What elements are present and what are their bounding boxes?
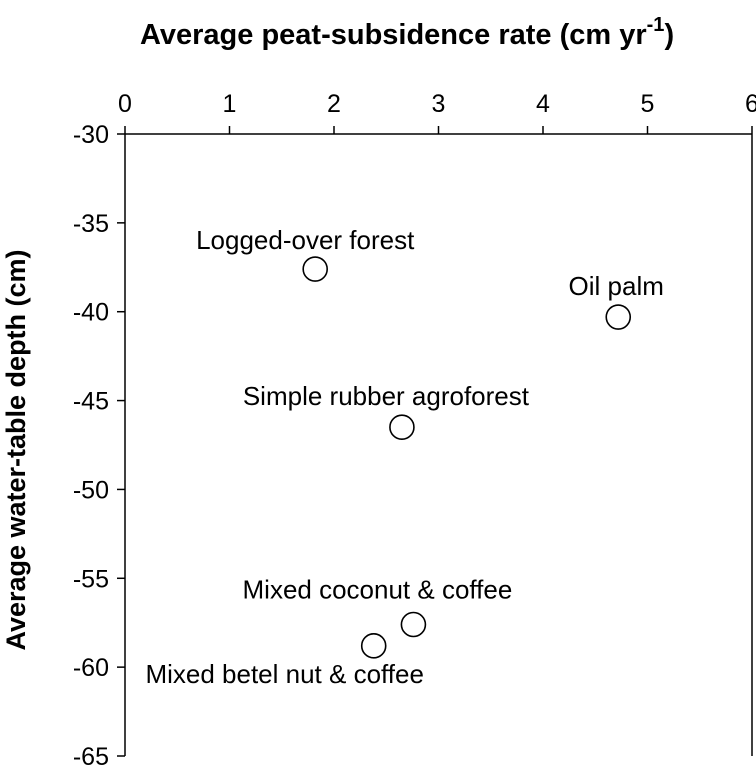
y-tick-label: -60 [73,654,109,682]
y-axis-title: Average water-table depth (cm) [1,249,31,650]
x-axis-title: Average peat-subsidence rate (cm yr-1) [140,14,674,51]
data-points [302,256,632,659]
data-point [400,611,427,638]
y-tick-label: -55 [73,565,109,593]
data-point [360,633,387,659]
x-tick-label: 1 [223,90,237,118]
y-tick-label: -65 [73,743,109,768]
data-point-label: Oil palm [569,271,664,301]
data-point-label: Mixed coconut & coffee [243,574,513,604]
y-axis-ticks: -30 -35 -40 -45 -50 -55 -60 -65 [73,121,125,768]
data-point-label: Simple rubber agroforest [243,381,530,411]
x-tick-label: 4 [536,90,550,118]
data-point [302,256,328,282]
x-tick-label: 3 [432,90,446,118]
x-tick-label: 2 [327,90,341,118]
data-point-label: Mixed betel nut & coffee [145,659,423,689]
y-tick-label: -30 [73,121,109,149]
x-tick-label: 5 [641,90,655,118]
data-point-label: Logged-over forest [196,225,415,255]
x-axis-ticks: 0 1 2 3 4 5 6 [118,90,756,134]
data-point [605,304,632,330]
x-axis-title-text: Average peat-subsidence rate (cm yr-1) [140,14,674,51]
y-tick-label: -50 [73,476,109,504]
data-point [389,414,415,441]
y-tick-label: -45 [73,388,109,416]
data-labels: Logged-over forest Oil palm Simple rubber … [145,225,663,689]
y-tick-label: -35 [73,210,109,238]
y-tick-label: -40 [73,299,109,327]
x-tick-label: 6 [745,90,756,118]
x-tick-label: 0 [118,90,132,118]
